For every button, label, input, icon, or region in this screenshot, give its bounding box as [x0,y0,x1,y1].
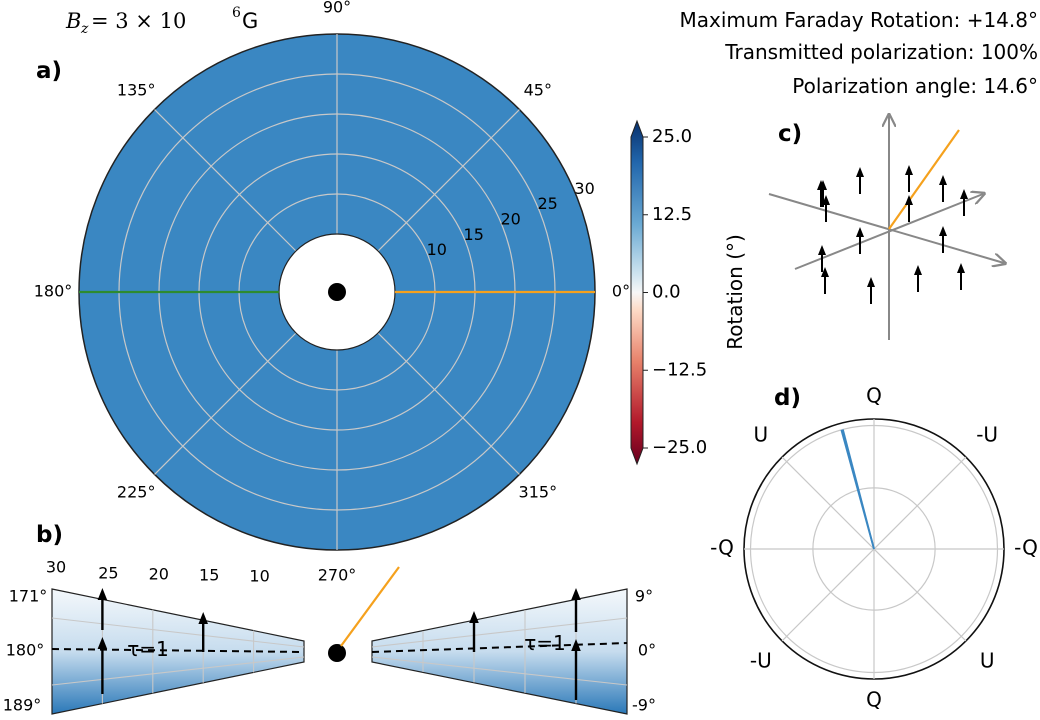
svg-text:6: 6 [232,5,241,21]
wedge-radius-label: 25 [98,564,118,583]
field-arrows [97,588,581,700]
wedge-angle-line [371,617,628,648]
radius-tick-label: 30 [574,179,594,198]
field-arrows-3d [817,165,968,304]
colorbar-tick-label: 25.0 [652,126,692,147]
stokes-axis-label: U [980,649,995,673]
colorbar-tick-label: 0.0 [652,282,681,303]
colorbar-tick-label: 12.5 [652,204,692,225]
stokes-polar-plot: Q -U -Q U Q -U -Q U [710,384,1038,712]
field-strength-label: B z = 3 × 10 6 G [65,5,258,37]
los-orange-line [888,129,960,230]
star-dot [328,283,346,301]
angle-tick-label: 225° [117,482,156,501]
radius-tick-label: 15 [464,225,484,244]
angle-spoke [154,332,297,475]
wedge-angle-line [371,656,628,686]
left-tau-line [51,648,305,653]
angle-spoke [154,109,297,252]
wedge-orange-ray [340,566,400,647]
radius-tick-label: 10 [427,240,447,259]
wedge-radius-label: 20 [149,565,169,584]
angle-tick-label: 315° [519,482,558,501]
stokes-axis-label: U [754,422,769,446]
angle-tick-label: 180° [34,282,73,301]
svg-text:B: B [65,9,81,33]
wedge-angle-label: 9° [635,587,653,606]
angle-spoke [377,109,520,252]
wedge-cross-sections: τ=1 τ=1 30 25 20 15 10 171° 180° 189° 9° 0° -9° [3,558,656,715]
panel-label-a: a) [36,58,62,84]
colorbar: 25.0 12.5 0.0 −12.5 −25.0 Rotation (°) [630,119,747,466]
wedge-angle-label: 189° [3,696,42,715]
max-rotation-text: Maximum Faraday Rotation: +14.8° [680,8,1038,32]
wedge-angle-label: 180° [6,641,45,660]
wedge-angle-label: -9° [632,696,656,715]
wedge-angle-line [51,617,305,648]
stokes-axis-label: Q [866,384,882,408]
stokes-axis-label: Q [866,688,882,712]
stokes-axis-label: -Q [710,536,734,560]
wedge-radius-label: 30 [46,558,66,577]
polarization-angle-text: Polarization angle: 14.6° [792,74,1038,98]
panel-label-b: b) [36,522,63,548]
polarization-line [840,429,875,550]
polar-rotation-map: 0° 45° 90° 135° 180° 225° 270° 315° 10 15 20 25 30 [34,0,630,585]
angle-tick-label: 90° [323,0,351,17]
svg-text:G: G [242,9,258,33]
svg-text:z: z [80,21,89,37]
colorbar-tick-label: −12.5 [652,359,707,380]
radius-tick-label: 25 [537,194,557,213]
stokes-axis-label: -U [976,422,998,446]
angle-spoke [377,332,520,475]
right-tau-line [371,642,628,653]
transmitted-polarization-text: Transmitted polarization: 100% [724,40,1038,64]
stokes-axis-label: -U [750,649,772,673]
wedge-angle-label: 0° [638,641,656,660]
right-tau-label: τ=1 [524,631,566,655]
wedge-angle-line [51,656,305,686]
colorbar-label: Rotation (°) [723,234,747,350]
panel-label-d: d) [774,385,801,411]
x-axis [794,194,983,270]
wedge-radius-label: 10 [249,567,269,586]
radius-tick-label: 20 [501,210,521,229]
panel-label-c: c) [778,121,802,147]
colorbar-tick-label: −25.0 [652,437,707,458]
y-axis [768,193,1004,263]
angle-tick-label: 0° [612,282,630,301]
angle-tick-label: 270° [318,566,357,585]
polarization-vector [840,429,875,550]
angle-tick-label: 45° [524,81,552,100]
wedge-star-dot [328,644,346,662]
right-wedge [371,588,628,715]
wedge-radius-label: 15 [199,566,219,585]
angle-tick-label: 135° [117,81,156,100]
svg-text:= 3 × 10: = 3 × 10 [91,9,186,33]
field-geometry-diagram [768,116,1004,340]
stokes-axis-label: -Q [1014,536,1038,560]
colorbar-body [630,119,644,466]
left-tau-label: τ=1 [127,637,169,661]
wedge-angle-label: 171° [9,587,48,606]
